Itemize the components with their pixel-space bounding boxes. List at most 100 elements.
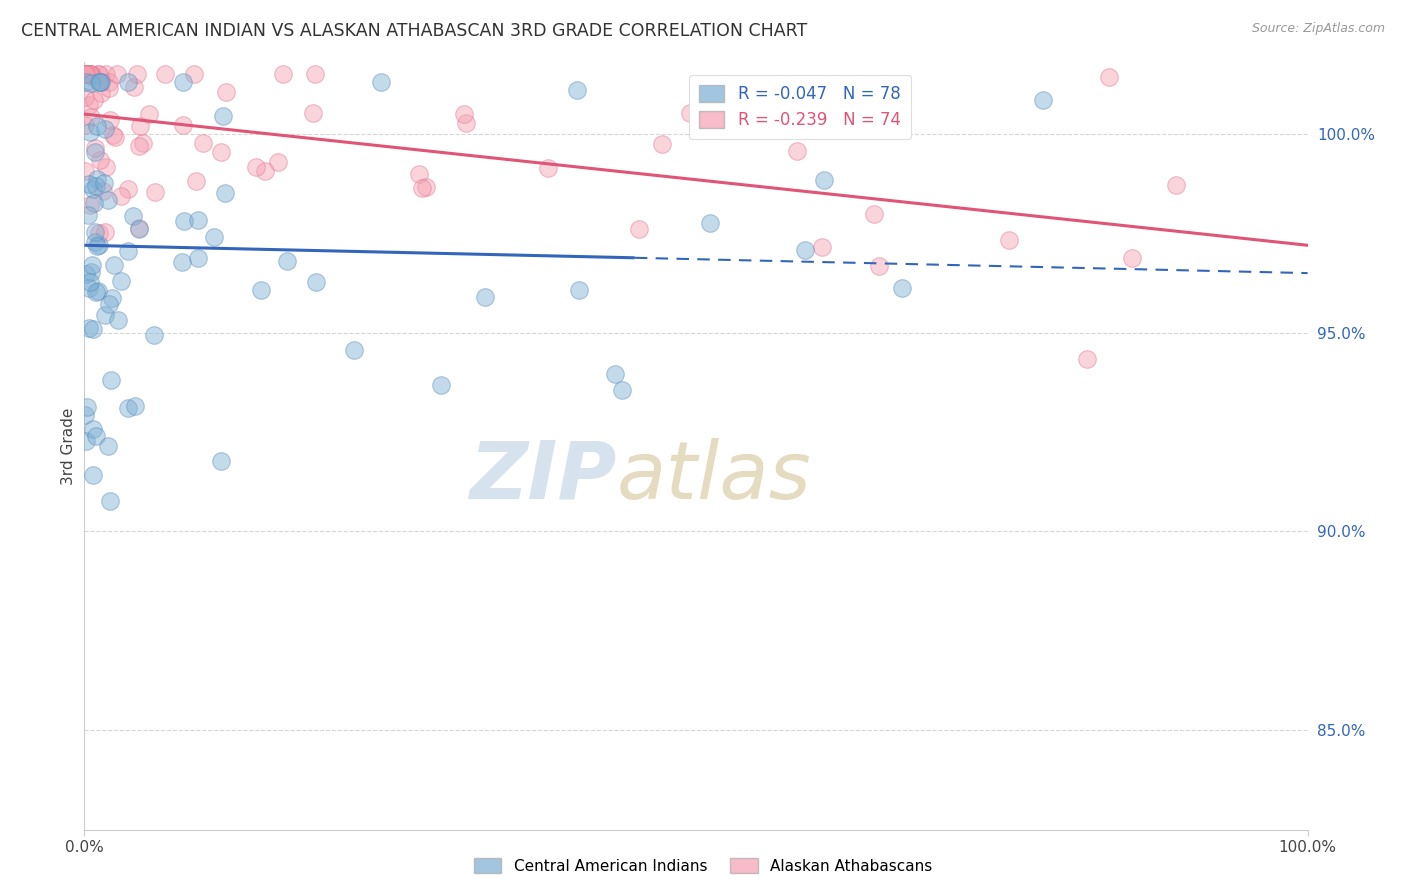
Point	[86, 119, 108, 133]
Point	[202, 230, 225, 244]
Point	[127, 67, 149, 81]
Point	[79, 198, 101, 212]
Point	[565, 83, 588, 97]
Point	[87, 226, 110, 240]
Point	[117, 75, 139, 89]
Point	[87, 238, 110, 252]
Point	[84, 428, 107, 442]
Point	[879, 96, 901, 111]
Point	[276, 254, 298, 268]
Point	[93, 225, 115, 239]
Point	[75, 90, 97, 104]
Point	[75, 268, 97, 282]
Point	[93, 176, 115, 190]
Point	[128, 222, 150, 236]
Point	[101, 128, 124, 142]
Point	[679, 106, 702, 120]
Point	[813, 173, 835, 187]
Point	[83, 141, 105, 155]
Point	[93, 122, 115, 136]
Point	[98, 113, 121, 128]
Point	[97, 75, 120, 89]
Point	[87, 67, 110, 81]
Point	[101, 291, 124, 305]
Point	[143, 185, 166, 199]
Point	[75, 67, 97, 81]
Point	[862, 206, 884, 220]
Point	[110, 274, 132, 288]
Point	[868, 259, 890, 273]
Point	[304, 67, 326, 81]
Point	[474, 290, 496, 304]
Point	[1121, 251, 1143, 265]
Point	[128, 119, 150, 133]
Point	[183, 67, 205, 81]
Point	[110, 189, 132, 203]
Point	[408, 167, 430, 181]
Point	[245, 160, 267, 174]
Point	[97, 81, 120, 95]
Point	[453, 107, 475, 121]
Point	[77, 67, 100, 81]
Point	[187, 252, 209, 266]
Legend: R = -0.047   N = 78, R = -0.239   N = 74: R = -0.047 N = 78, R = -0.239 N = 74	[689, 75, 911, 139]
Point	[79, 265, 101, 279]
Point	[138, 107, 160, 121]
Y-axis label: 3rd Grade: 3rd Grade	[60, 408, 76, 484]
Point	[209, 145, 232, 159]
Point	[172, 118, 194, 132]
Point	[122, 209, 145, 223]
Point	[79, 275, 101, 289]
Point	[610, 384, 633, 398]
Point	[86, 238, 108, 252]
Point	[143, 327, 166, 342]
Point	[73, 67, 96, 81]
Point	[98, 493, 121, 508]
Point	[73, 408, 96, 422]
Point	[173, 214, 195, 228]
Point	[267, 155, 290, 169]
Point	[77, 208, 100, 222]
Point	[603, 368, 626, 382]
Point	[86, 171, 108, 186]
Point	[84, 225, 107, 239]
Point	[77, 281, 100, 295]
Point	[77, 98, 100, 112]
Point	[82, 259, 104, 273]
Point	[87, 75, 110, 89]
Point	[627, 222, 650, 236]
Point	[89, 153, 111, 168]
Point	[128, 221, 150, 235]
Point	[891, 280, 914, 294]
Point	[89, 67, 111, 81]
Point	[97, 440, 120, 454]
Point	[415, 180, 437, 194]
Point	[117, 244, 139, 259]
Point	[82, 322, 104, 336]
Point	[305, 275, 328, 289]
Point	[96, 161, 118, 175]
Point	[1032, 93, 1054, 107]
Point	[77, 67, 100, 81]
Point	[193, 136, 215, 151]
Point	[430, 377, 453, 392]
Point	[77, 321, 100, 335]
Point	[253, 164, 276, 178]
Point	[83, 195, 105, 210]
Point	[96, 67, 118, 81]
Point	[250, 284, 273, 298]
Point	[84, 235, 107, 249]
Point	[117, 401, 139, 415]
Point	[79, 125, 101, 139]
Point	[73, 67, 96, 81]
Point	[80, 110, 103, 124]
Point	[998, 233, 1021, 247]
Point	[124, 399, 146, 413]
Point	[91, 184, 114, 198]
Text: ZIP: ZIP	[470, 438, 616, 516]
Point	[76, 400, 98, 414]
Legend: Central American Indians, Alaskan Athabascans: Central American Indians, Alaskan Athaba…	[468, 852, 938, 880]
Point	[128, 139, 150, 153]
Point	[98, 297, 121, 311]
Text: atlas: atlas	[616, 438, 811, 516]
